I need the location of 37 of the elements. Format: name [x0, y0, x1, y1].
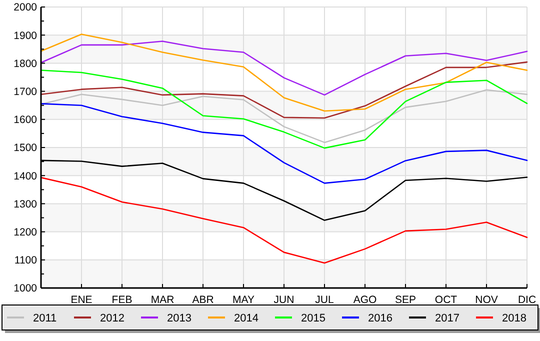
y-tick-label: 1800 [14, 58, 38, 70]
y-tick-label: 1000 [14, 282, 38, 295]
line-series [40, 176, 528, 264]
x-tick-label: MAR [150, 294, 175, 306]
x-tick-label: MAY [232, 294, 254, 306]
x-tick-label: OCT [434, 294, 458, 306]
line-series [40, 61, 528, 119]
y-tick-label: 1300 [14, 198, 38, 210]
y-tick-label: 1900 [14, 30, 38, 42]
y-tick-label: 1100 [14, 254, 38, 267]
line-series [40, 34, 528, 112]
y-tick-label: 1200 [14, 226, 38, 238]
line-series [40, 70, 528, 149]
y-tick-label: 1500 [14, 142, 38, 154]
x-tick-label: NOV [475, 294, 498, 306]
legend-label: 2013 [167, 312, 192, 324]
y-tick-label: 1700 [14, 86, 38, 98]
x-tick-label: DIC [518, 294, 536, 306]
legend-label: 2016 [368, 312, 392, 324]
x-tick-label: ENE [70, 294, 92, 306]
legend-label: 2011 [33, 312, 57, 324]
line-series [40, 103, 528, 184]
legend-label: 2014 [234, 312, 258, 324]
y-tick-label: 2000 [14, 2, 38, 14]
line-series [40, 40, 528, 96]
legend-label: 2018 [502, 312, 526, 324]
x-tick-label: AGO [353, 294, 377, 306]
legend-label: 2017 [435, 312, 460, 324]
x-tick-label: JUL [315, 294, 334, 306]
x-tick-label: SEP [394, 294, 416, 306]
y-tick-label: 1600 [14, 114, 38, 126]
legend-label: 2015 [301, 312, 326, 324]
x-tick-label: ABR [192, 294, 214, 306]
x-tick-label: FEB [112, 294, 132, 306]
legend-label: 2012 [100, 312, 124, 324]
y-tick-label: 1400 [14, 170, 38, 182]
x-tick-label: JUN [274, 294, 294, 306]
